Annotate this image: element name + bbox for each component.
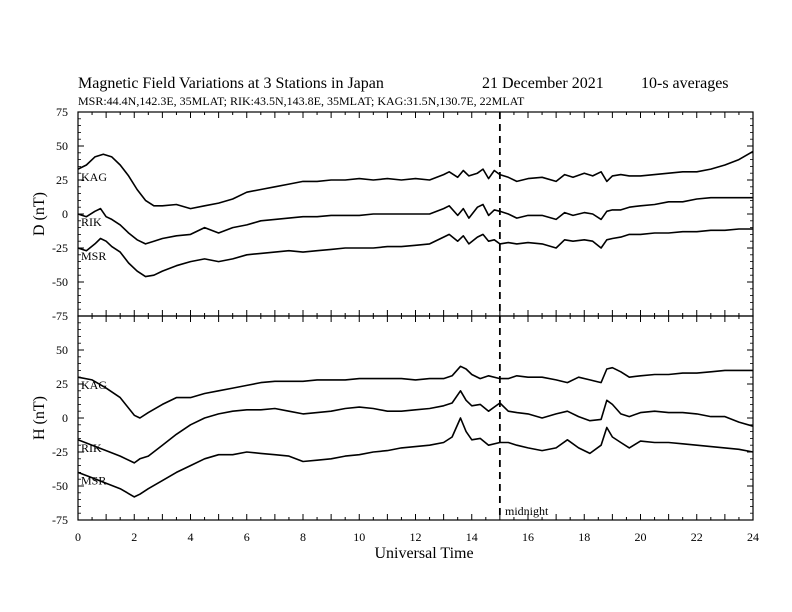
x-axis-label: Universal Time [374, 545, 473, 562]
series-label-msr-1: MSR [81, 473, 106, 487]
y-tick-label: -50 [52, 275, 68, 289]
series-line-rik-0 [77, 196, 753, 245]
x-tick-label: 12 [410, 530, 422, 544]
y-tick-label: -25 [52, 241, 68, 255]
y-tick-label: -75 [52, 513, 68, 527]
chart-date: 21 December 2021 [482, 75, 604, 92]
y-tick-label: 25 [56, 173, 68, 187]
series-label-msr-0: MSR [81, 249, 106, 263]
y-tick-label: 50 [56, 343, 68, 357]
x-tick-label: 8 [300, 530, 306, 544]
series-label-kag-0: KAG [81, 170, 107, 184]
y-tick-label: 0 [62, 207, 68, 221]
panel-frame-1 [77, 315, 754, 521]
series-label-rik-1: RIK [81, 441, 102, 455]
series-line-kag-0 [77, 150, 754, 210]
x-tick-label: 10 [353, 530, 365, 544]
series-label-kag-1: KAG [81, 378, 107, 392]
x-tick-label: 22 [691, 530, 703, 544]
y-tick-label: -25 [52, 445, 68, 459]
y-axis-label-1: H (nT) [31, 396, 48, 440]
x-tick-label: 18 [578, 530, 590, 544]
y-tick-label: 75 [56, 105, 68, 119]
x-tick-label: 16 [522, 530, 534, 544]
chart-title: Magnetic Field Variations at 3 Stations … [78, 75, 384, 92]
x-tick-label: 4 [188, 530, 194, 544]
x-tick-label: 24 [747, 530, 759, 544]
y-tick-label: 25 [56, 377, 68, 391]
y-tick-label: 50 [56, 139, 68, 153]
chart-averaging: 10-s averages [641, 75, 729, 92]
midnight-annotation: midnight [505, 504, 549, 518]
panels-group: 75 50 25 0 -25 -50 -75 D (nT) KAG RIK MSR 50 25 0 -25 -… [31, 105, 759, 544]
chart-subtitle: MSR:44.4N,142.3E, 35MLAT; RIK:43.5N,143.… [78, 94, 525, 108]
y-tick-label: 0 [62, 411, 68, 425]
series-line-msr-1 [77, 417, 754, 498]
x-tick-label: 0 [75, 530, 81, 544]
x-tick-label: 14 [466, 530, 478, 544]
series-line-kag-1 [77, 365, 753, 419]
series-label-rik-0: RIK [81, 215, 102, 229]
y-tick-label: -50 [52, 479, 68, 493]
series-line-msr-0 [77, 228, 753, 278]
x-tick-label: 2 [131, 530, 137, 544]
series-line-rik-1 [77, 390, 754, 464]
y-axis-label-0: D (nT) [31, 192, 48, 236]
y-tick-label: -75 [52, 309, 68, 323]
x-tick-label: 20 [635, 530, 647, 544]
x-tick-label: 6 [244, 530, 250, 544]
